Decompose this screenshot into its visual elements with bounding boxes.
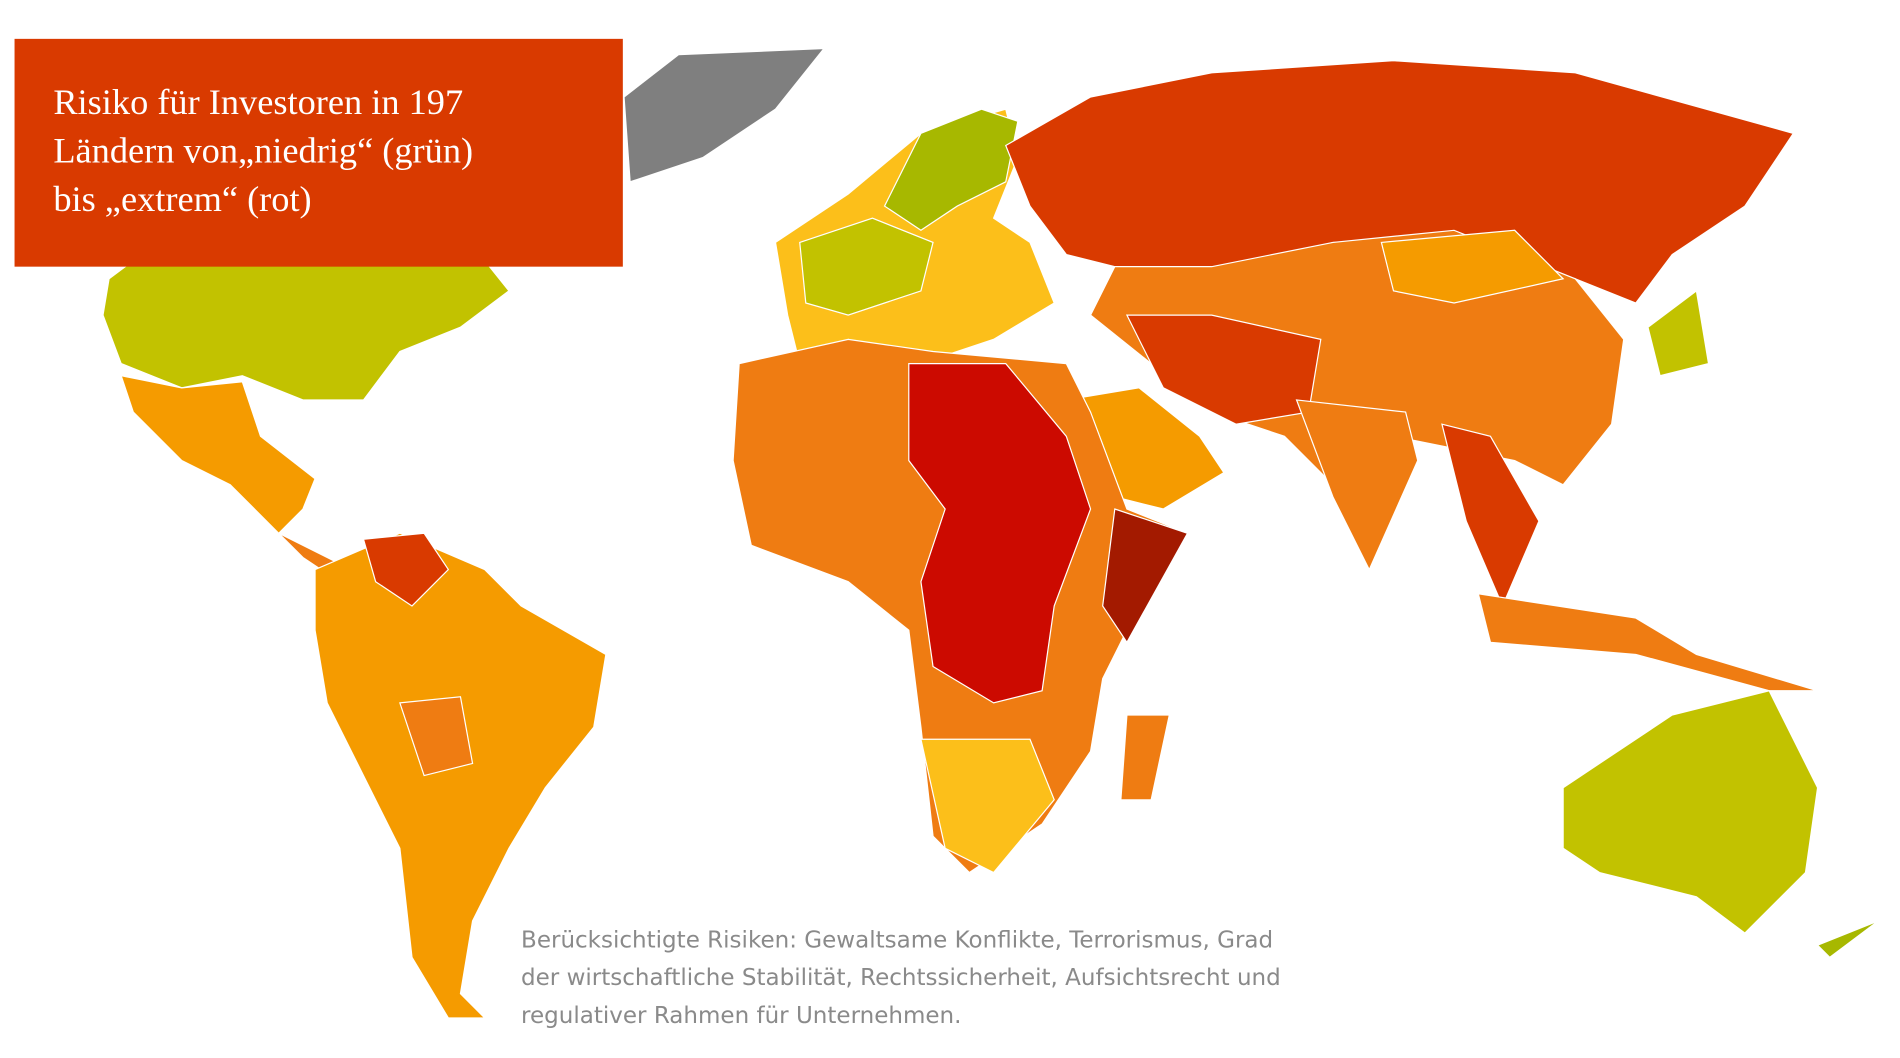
mongolia [1380, 229, 1565, 304]
bolivia [399, 696, 474, 777]
title-box [14, 38, 623, 267]
south-america [314, 532, 607, 1019]
title-line: Risiko für Investoren in 197 [53, 82, 463, 122]
greenland [623, 47, 826, 183]
title-line: bis „extrem“ (rot) [53, 179, 311, 219]
new-zealand [1816, 920, 1879, 959]
venezuela [362, 532, 450, 607]
central-africa [908, 362, 1092, 704]
western-europe [799, 217, 934, 316]
india [1295, 399, 1419, 572]
mexico [120, 374, 316, 535]
southeast-asia [1441, 423, 1540, 608]
countries [102, 47, 1879, 1019]
japan [1647, 289, 1710, 377]
indonesia [1477, 593, 1818, 692]
horn-of-africa [1102, 508, 1189, 644]
footnote-line: Berücksichtigte Risiken: Gewaltsame Konf… [521, 928, 1273, 954]
southern-africa [920, 738, 1055, 874]
footnote-line: regulativer Rahmen für Unternehmen. [521, 1003, 961, 1029]
footnote-line: der wirtschaftliche Stabilität, Rechtssi… [521, 965, 1281, 991]
title-line: Ländern von„niedrig“ (grün) [53, 130, 473, 170]
russia [1004, 60, 1795, 304]
madagascar [1120, 714, 1171, 801]
australia [1562, 690, 1819, 934]
